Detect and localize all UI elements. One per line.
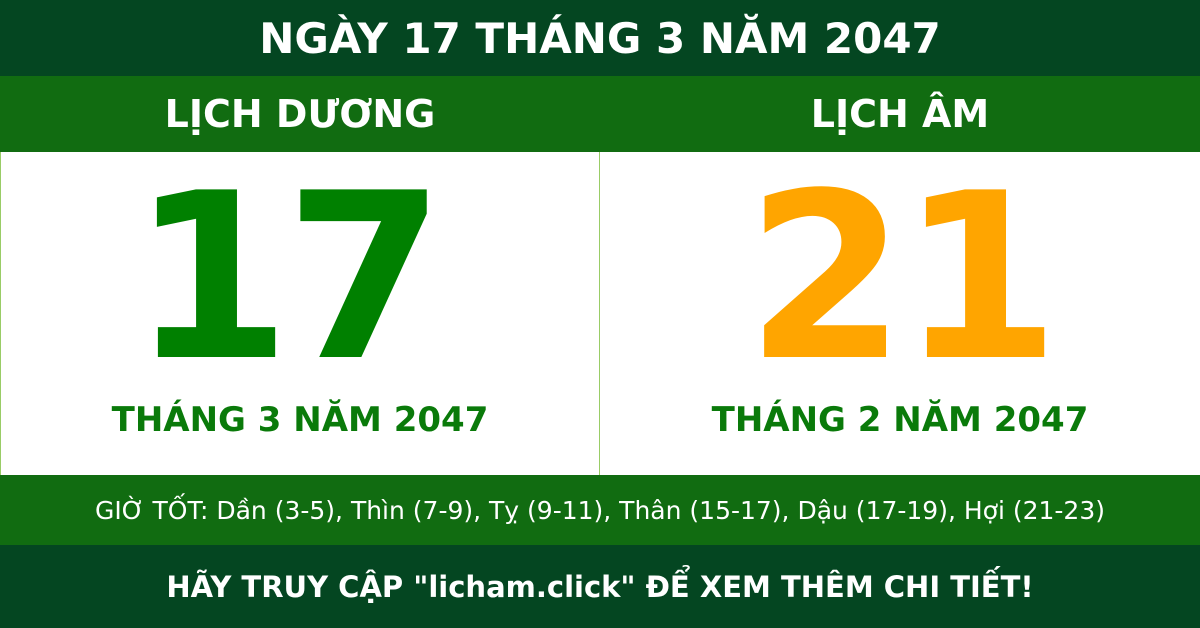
solar-month-year: THÁNG 3 NĂM 2047 <box>111 400 489 440</box>
solar-panel: 17 THÁNG 3 NĂM 2047 <box>0 152 600 475</box>
page-title: NGÀY 17 THÁNG 3 NĂM 2047 <box>0 0 1200 76</box>
lunar-calendar-label: LỊCH ÂM <box>810 92 990 136</box>
lunar-panel: 21 THÁNG 2 NĂM 2047 <box>600 152 1200 475</box>
footer-cta: HÃY TRUY CẬP "licham.click" ĐỂ XEM THÊM … <box>0 545 1200 628</box>
good-hours: GIỜ TỐT: Dần (3-5), Thìn (7-9), Tỵ (9-11… <box>0 475 1200 545</box>
solar-calendar-label: LỊCH DƯƠNG <box>164 92 436 136</box>
lunar-month-year: THÁNG 2 NĂM 2047 <box>711 400 1089 440</box>
solar-day: 17 <box>130 145 445 412</box>
lunar-day: 21 <box>745 145 1060 412</box>
calendar-body: 17 THÁNG 3 NĂM 2047 21 THÁNG 2 NĂM 2047 <box>0 152 1200 475</box>
calendar-headers: LỊCH DƯƠNG LỊCH ÂM <box>0 76 1200 152</box>
